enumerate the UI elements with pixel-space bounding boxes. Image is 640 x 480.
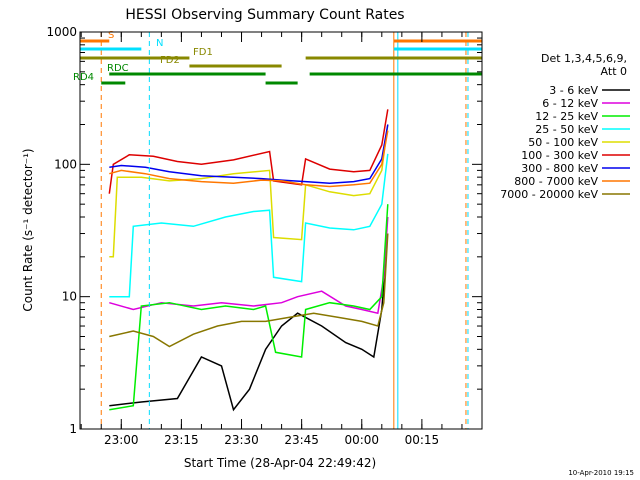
legend-label-7: 800 - 7000 keV [514,175,598,188]
x-axis-label: Start Time (28-Apr-04 22:49:42) [184,456,376,470]
state-label-n: N [156,38,163,49]
series-line-2 [109,204,389,411]
y-tick-label-2: 100 [54,157,77,171]
x-tick-label-2: 23:30 [224,433,259,447]
legend-label-6: 300 - 800 keV [521,162,598,175]
plot-area: S N FD1 FD2 RDC RD4 [73,30,482,429]
render-timestamp: 10-Apr-2010 19:15 [568,469,634,477]
axes: 1 10 100 1000 23:00 23:15 23:30 23:45 00:00 00:15 [46,25,483,447]
legend-header-line-1: Det 1,3,4,5,6,9, [541,52,627,65]
y-axis-label: Count Rate (s⁻¹ detector⁻¹) [21,148,35,311]
plot-frame [79,31,483,430]
x-tick-label-0: 23:00 [104,433,139,447]
legend-header-line-2: Att 0 [601,65,627,78]
series-line-5 [108,109,389,194]
legend-label-4: 50 - 100 keV [528,136,598,149]
series-line-8 [109,233,389,348]
y-tick-label-3: 1000 [46,25,77,39]
series-line-0 [109,256,387,412]
x-tick-label-3: 23:45 [284,433,319,447]
legend-label-2: 12 - 25 keV [535,110,598,123]
series-line-4 [109,124,389,258]
x-tick-label-4: 00:00 [344,433,379,447]
x-tick-label-1: 23:15 [164,433,199,447]
legend-label-5: 100 - 300 keV [521,149,598,162]
series-line-3 [109,153,389,298]
y-tick-label-0: 1 [69,422,77,436]
series-line-7 [109,130,389,188]
state-label-fd2: FD2 [160,55,180,66]
state-label-fd1: FD1 [193,47,213,58]
legend-label-8: 7000 - 20000 keV [500,188,598,201]
state-label-rdc: RDC [107,63,129,74]
y-tick-label-1: 10 [62,290,77,304]
state-label-rd4: RD4 [73,72,94,83]
x-tick-label-5: 00:15 [405,433,440,447]
legend-label-3: 25 - 50 keV [535,123,598,136]
legend-label-1: 6 - 12 keV [542,97,598,110]
chart-title: HESSI Observing Summary Count Rates [125,7,404,23]
state-label-s: S [108,30,114,41]
legend-label-0: 3 - 6 keV [549,84,598,97]
